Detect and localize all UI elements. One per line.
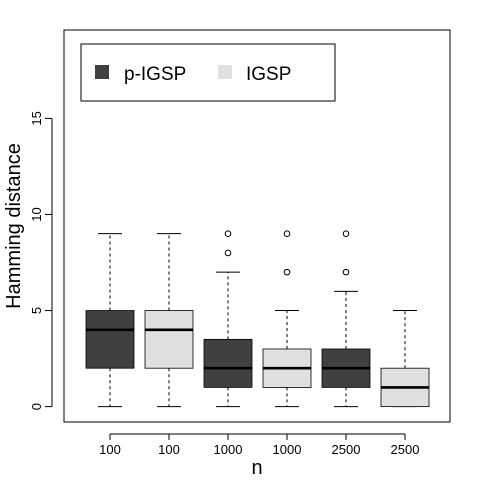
y-axis-title: Hamming distance: [3, 143, 25, 309]
x-tick-label: 2500: [332, 442, 361, 457]
outlier-point: [283, 230, 291, 237]
y-tick-label: 10: [29, 207, 44, 221]
box-body: [203, 338, 253, 388]
x-tick-label: 1000: [273, 442, 302, 457]
outlier-point: [224, 249, 232, 257]
legend-label: IGSP: [246, 64, 291, 85]
y-tick-label: 0: [29, 403, 44, 410]
legend-label: p-IGSP: [124, 64, 186, 85]
y-axis: 0 5 10 15: [29, 111, 53, 410]
box-IGSP-100: [144, 233, 194, 408]
box-IGSP-2500: [380, 310, 430, 408]
box-p-IGSP-1000: [203, 230, 253, 408]
plot-frame: [63, 29, 451, 423]
x-tick-label: 2500: [391, 442, 420, 457]
x-axis-title: n: [251, 457, 262, 479]
outlier-point: [283, 268, 291, 276]
box-p-IGSP-100: [85, 233, 135, 408]
outlier-point: [342, 268, 350, 276]
box-p-IGSP-2500: [321, 230, 371, 408]
legend-swatch: [218, 65, 232, 79]
box-body: [144, 310, 194, 369]
outlier-point: [224, 230, 232, 237]
legend: p-IGSP IGSP: [80, 43, 336, 102]
boxes-layer: [85, 230, 430, 408]
box-body: [85, 310, 135, 369]
y-tick-label: 5: [29, 307, 44, 314]
y-tick-label: 15: [29, 111, 44, 125]
legend-swatch: [95, 65, 109, 79]
legend-box: [80, 43, 336, 102]
x-tick-label: 100: [158, 442, 180, 457]
box-IGSP-1000: [262, 230, 312, 408]
x-tick-label: 100: [99, 442, 121, 457]
x-tick-label: 1000: [214, 442, 243, 457]
x-axis: 100 100 1000 1000 2500 2500: [99, 433, 420, 457]
outlier-point: [342, 230, 350, 237]
